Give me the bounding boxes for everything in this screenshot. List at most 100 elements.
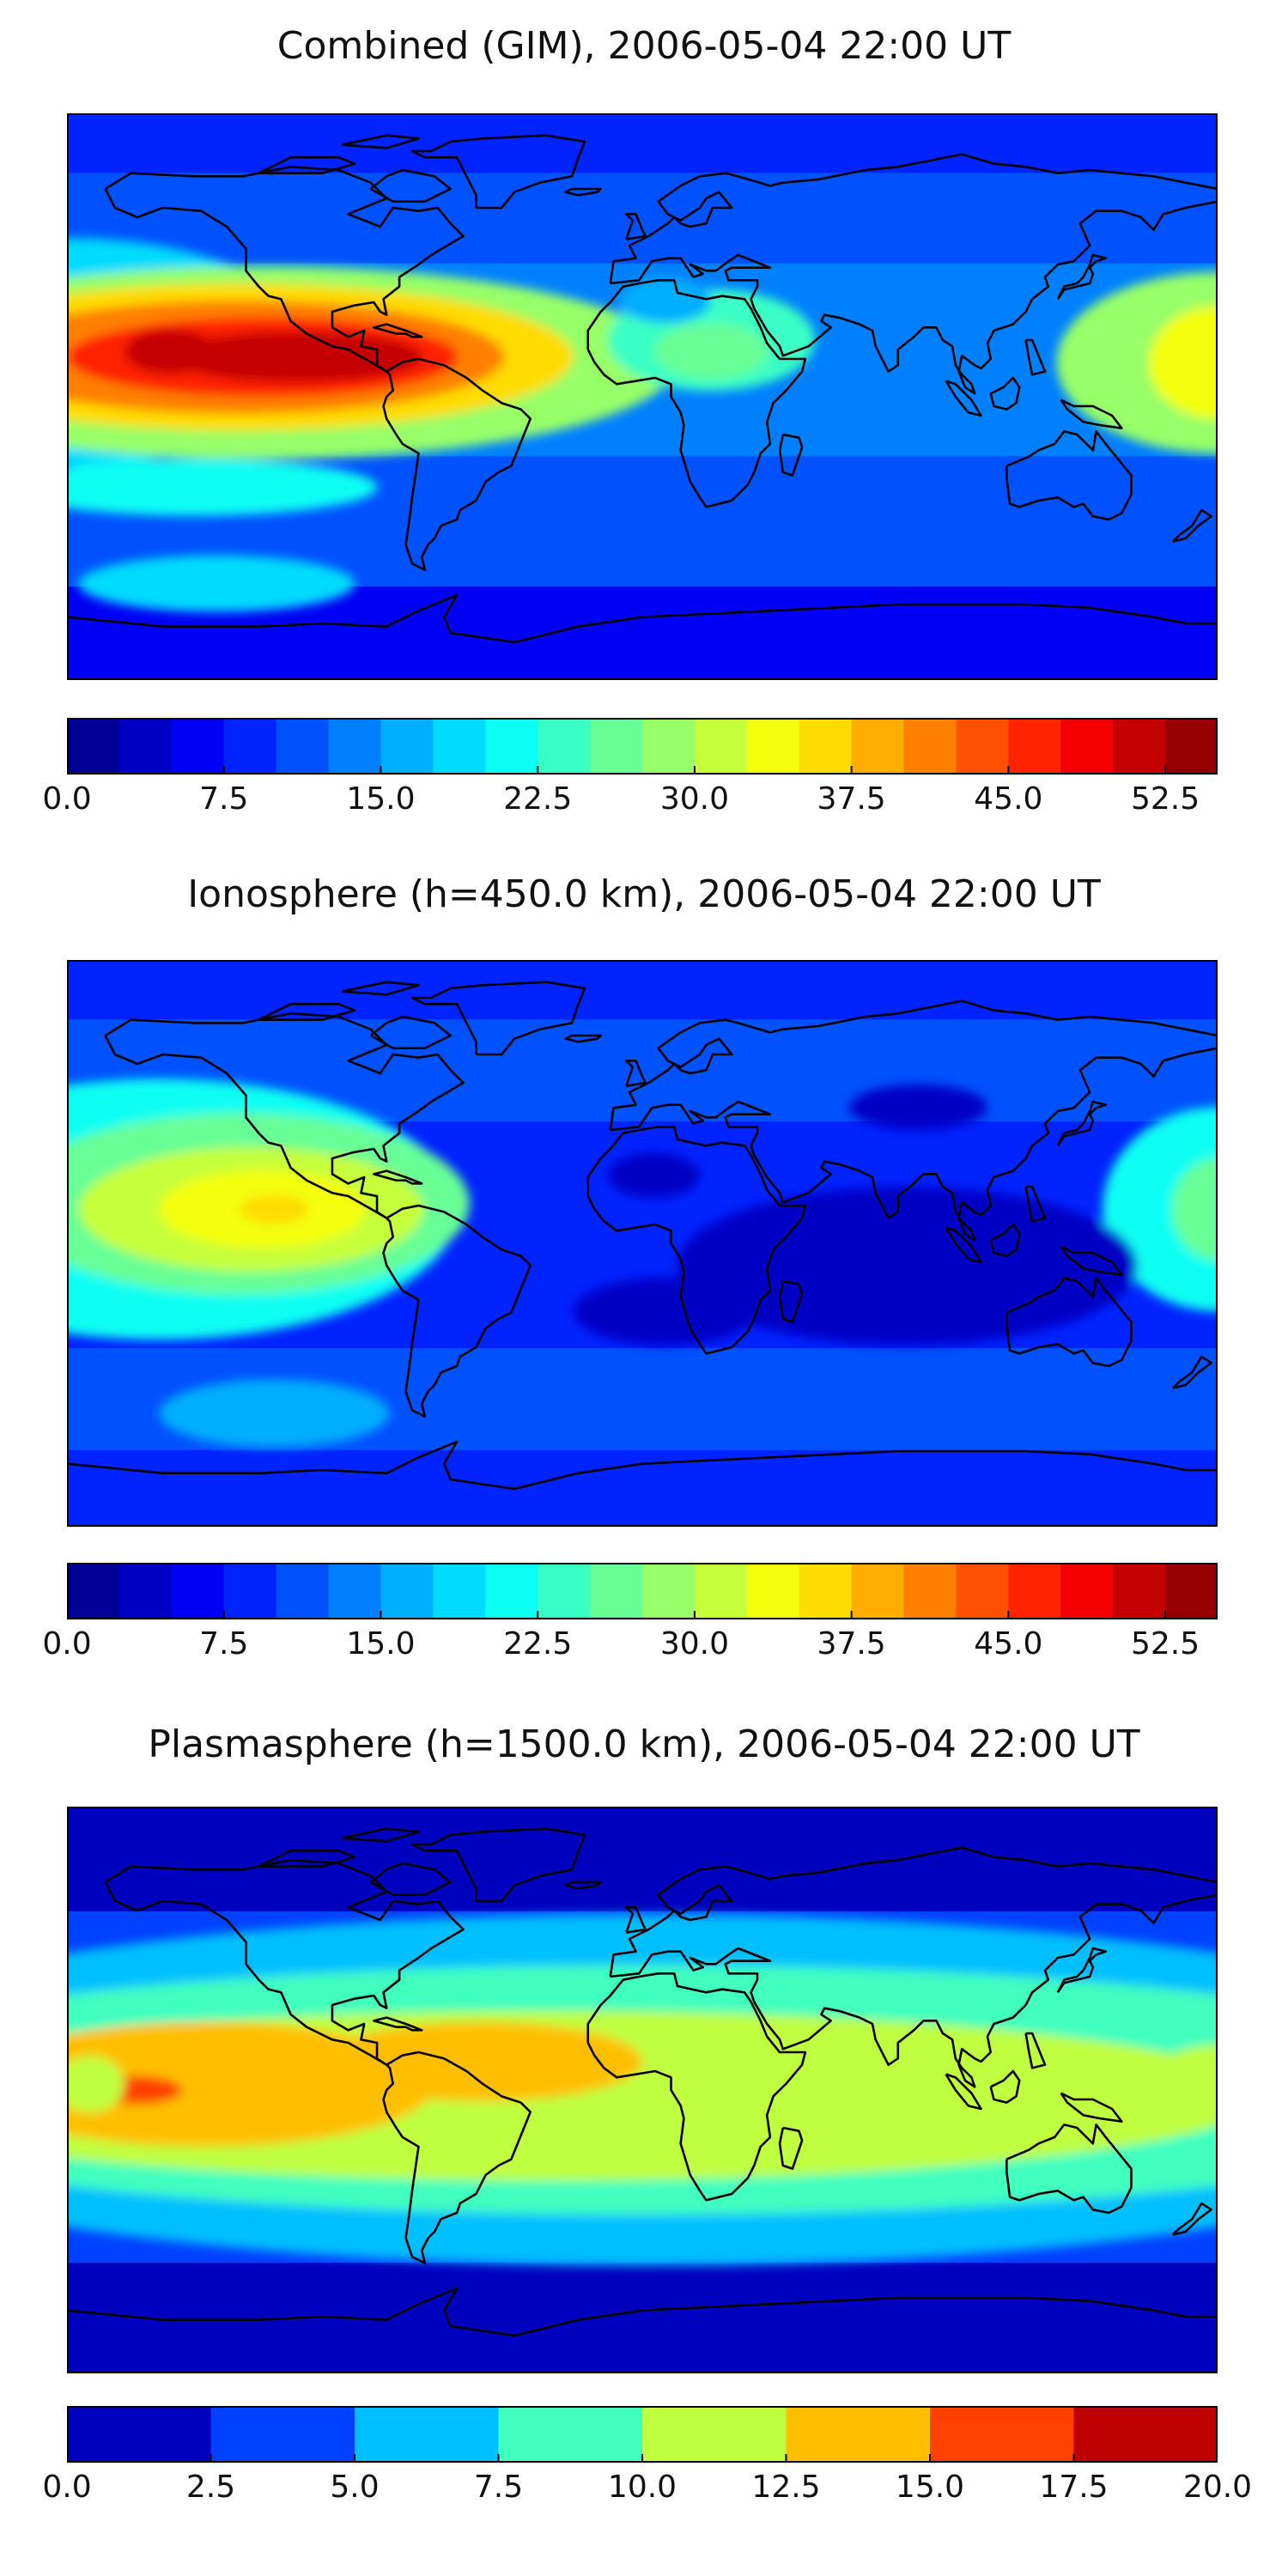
colorbar-level [851, 718, 905, 775]
field-contour [67, 2056, 125, 2113]
coastline [586, 1126, 807, 1355]
coastline [1005, 1277, 1133, 1368]
map-1 [67, 113, 1218, 680]
colorbar-level [498, 2406, 643, 2463]
field-contour [159, 1379, 390, 1448]
colorbar-level [118, 718, 173, 775]
coastline [989, 1223, 1021, 1257]
coastline [586, 1972, 807, 2202]
colorbar-1 [67, 718, 1218, 775]
coastline [1024, 338, 1047, 376]
colorbar-tick-label: 52.5 [1131, 1626, 1200, 1662]
coastline [382, 357, 532, 571]
colorbar-level [694, 718, 748, 775]
coastline [369, 1862, 452, 1896]
field-band [67, 173, 1218, 281]
colorbar-level [590, 718, 643, 775]
colorbar-level [485, 1563, 538, 1619]
coastline [1171, 1355, 1212, 1389]
field-contour [573, 1277, 757, 1346]
field-contour [607, 1152, 701, 1199]
coastline [104, 1859, 465, 2066]
coastline [625, 1060, 647, 1087]
colorbar-level [1113, 1563, 1166, 1619]
coastline [67, 2287, 1218, 2337]
coastline [67, 593, 1218, 644]
colorbar-tick-label: 15.0 [895, 2470, 965, 2505]
field-contour [78, 555, 355, 612]
colorbar-level [538, 1563, 591, 1619]
field-contour [240, 1194, 309, 1224]
colorbar-frame [67, 1563, 1218, 1619]
colorbar-level [1008, 718, 1061, 775]
field-contour [849, 1084, 987, 1130]
colorbar-tick-label: 7.5 [473, 2470, 524, 2505]
coastline [1056, 1947, 1108, 1994]
colorbar-level [328, 718, 382, 775]
colorbar-tick-label: 0.0 [42, 2470, 92, 2505]
colorbar-level [380, 1563, 434, 1619]
field-contour [653, 323, 769, 380]
colorbar-tick-label: 37.5 [817, 1626, 886, 1662]
colorbar-tick-label: 30.0 [659, 781, 729, 817]
colorbar-level [1165, 718, 1218, 775]
coastline [410, 981, 586, 1056]
coastline [945, 380, 982, 417]
colorbar-tick-label: 20.0 [1182, 2470, 1253, 2505]
colorbar-level [903, 718, 957, 775]
colorbar-tick-label: 52.5 [1131, 781, 1200, 817]
colorbar-level [1060, 1563, 1114, 1619]
map-2 [67, 960, 1218, 1527]
coastline [410, 134, 586, 210]
tec-field [67, 1807, 1218, 2373]
colorbar-level [276, 1563, 330, 1619]
colorbar-level [746, 718, 800, 775]
tec-field [67, 960, 1218, 1527]
coastline [258, 1850, 356, 1868]
field-contour [1148, 2044, 1218, 2124]
coastline [586, 279, 807, 508]
colorbar-tick-label: 0.0 [42, 781, 92, 817]
colorbar-level [746, 1563, 800, 1619]
coastline [778, 1279, 804, 1323]
chart-title-3: Plasmasphere (h=1500.0 km), 2006-05-04 2… [148, 1722, 1140, 1766]
colorbar-level [223, 718, 277, 775]
colorbar-level [851, 1563, 905, 1619]
colorbar-tick-label: 10.0 [607, 2470, 677, 2505]
colorbar-level [590, 1563, 643, 1619]
coastline [945, 2073, 982, 2111]
colorbar-level [118, 1563, 173, 1619]
colorbar-level [380, 718, 434, 775]
coastline [258, 156, 356, 174]
coastline [945, 1226, 982, 1264]
coastline [1171, 2202, 1212, 2236]
colorbar-tick-label: 30.0 [659, 1626, 729, 1662]
colorbar-level [433, 718, 486, 775]
colorbar-level [355, 2406, 500, 2463]
coastline [1060, 398, 1123, 429]
colorbar-level [956, 1563, 1009, 1619]
coastline [625, 213, 647, 240]
coastline [778, 2126, 804, 2170]
colorbar-level [1073, 2406, 1218, 2463]
colorbar-level [171, 718, 225, 775]
coastline [341, 1827, 420, 1843]
colorbar-level [799, 718, 853, 775]
map-frame [67, 113, 1218, 680]
colorbar-tick-label: 45.0 [974, 781, 1043, 817]
chart-title-1: Combined (GIM), 2006-05-04 22:00 UT [276, 24, 1012, 68]
colorbar-level [642, 2406, 787, 2463]
coastline [609, 153, 1218, 395]
coastline [341, 981, 420, 996]
colorbar-level [786, 2406, 931, 2463]
colorbar-level [1113, 718, 1166, 775]
colorbar-level [328, 1563, 382, 1619]
colorbar-level [956, 718, 1009, 775]
coastline [373, 323, 423, 338]
coastline [1024, 1185, 1047, 1223]
colorbar-level [67, 1563, 120, 1619]
colorbar-tick-label: 7.5 [199, 1626, 249, 1662]
coastline [67, 1440, 1218, 1491]
colorbar-level [171, 1563, 225, 1619]
coastline [1060, 2092, 1123, 2123]
